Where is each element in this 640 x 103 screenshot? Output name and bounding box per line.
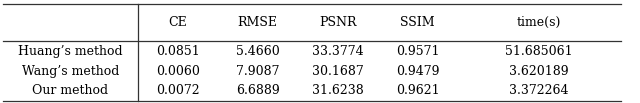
- Text: Wang’s method: Wang’s method: [22, 65, 119, 78]
- Text: time(s): time(s): [517, 16, 561, 29]
- Text: RMSE: RMSE: [237, 16, 278, 29]
- Text: 6.6889: 6.6889: [236, 84, 280, 97]
- Text: PSNR: PSNR: [319, 16, 356, 29]
- Text: 7.9087: 7.9087: [236, 65, 279, 78]
- Text: 3.620189: 3.620189: [509, 65, 569, 78]
- Text: CE: CE: [168, 16, 187, 29]
- Text: 3.372264: 3.372264: [509, 84, 569, 97]
- Text: SSIM: SSIM: [400, 16, 435, 29]
- Text: 5.4660: 5.4660: [236, 45, 280, 58]
- Text: Our method: Our method: [33, 84, 108, 97]
- Text: 30.1687: 30.1687: [312, 65, 364, 78]
- Text: 0.9621: 0.9621: [396, 84, 440, 97]
- Text: 0.9479: 0.9479: [396, 65, 439, 78]
- Text: 0.0072: 0.0072: [156, 84, 200, 97]
- Text: 0.0060: 0.0060: [156, 65, 200, 78]
- Text: 51.685061: 51.685061: [506, 45, 573, 58]
- Text: 0.0851: 0.0851: [156, 45, 200, 58]
- Text: 33.3774: 33.3774: [312, 45, 364, 58]
- Text: 31.6238: 31.6238: [312, 84, 364, 97]
- Text: 0.9571: 0.9571: [396, 45, 439, 58]
- Text: Huang’s method: Huang’s method: [18, 45, 123, 58]
